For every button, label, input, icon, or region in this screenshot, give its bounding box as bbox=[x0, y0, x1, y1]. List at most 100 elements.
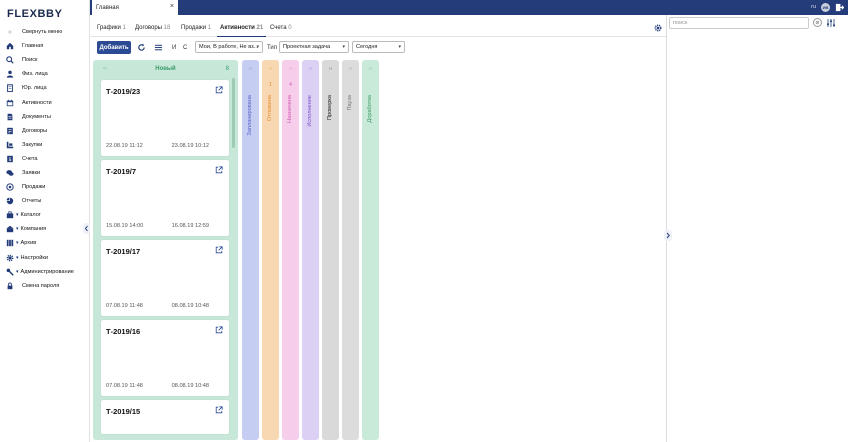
sidebar-item-persons[interactable]: Физ. лица bbox=[0, 67, 90, 81]
sliders-icon[interactable] bbox=[826, 18, 836, 28]
sidebar-item-change-password[interactable]: Смена пароля bbox=[0, 279, 90, 293]
external-link-icon[interactable] bbox=[215, 246, 223, 254]
activity-card[interactable]: Т-2019/15 bbox=[101, 400, 229, 434]
sidebar-item-label: Смена пароля bbox=[22, 282, 60, 289]
column-header: ‹‹ Новый 8 bbox=[93, 60, 238, 78]
card-number: Т-2019/7 bbox=[106, 167, 137, 176]
invoice-icon: $ bbox=[6, 155, 14, 163]
activity-card[interactable]: Т-2019/23 22.08.19 11:12 23.08.19 10:12 bbox=[101, 80, 229, 156]
kanban-column-postponed[interactable]: ›› 1 Отложена bbox=[262, 60, 279, 440]
status-filter-select[interactable]: Мои, В работе, Не вз... bbox=[195, 41, 263, 53]
add-button[interactable]: Добавить bbox=[97, 41, 131, 54]
type-select[interactable]: Проектная задача bbox=[279, 41, 349, 53]
sidebar-item-collapse[interactable]: « Свернуть меню bbox=[0, 25, 90, 39]
column-count: 1 bbox=[269, 82, 272, 88]
sidebar-item-requests[interactable]: Заявки bbox=[0, 166, 90, 180]
sidebar-item-label: Активности bbox=[22, 99, 52, 106]
kanban-column-rework[interactable]: ›› Доработка bbox=[362, 60, 379, 440]
sidebar-item-home[interactable]: Главная bbox=[0, 39, 90, 53]
svg-text:$: $ bbox=[8, 157, 11, 163]
tab-charts[interactable]: Графики 1 bbox=[97, 25, 126, 31]
sidebar-item-label: Администрирование bbox=[20, 268, 74, 275]
logo: FLEXBBY bbox=[7, 8, 63, 20]
external-link-icon[interactable] bbox=[215, 86, 223, 94]
date-select[interactable]: Сегодня bbox=[352, 41, 405, 53]
kanban-column-planned[interactable]: ›› Запланирована bbox=[242, 60, 259, 440]
expand-column-icon[interactable]: ›› bbox=[288, 66, 293, 72]
sidebar-item-companies[interactable]: Юр. лица bbox=[0, 81, 90, 95]
sidebar-item-search[interactable]: Поиск bbox=[0, 53, 90, 67]
clear-filter-icon[interactable]: ⊘ bbox=[813, 18, 822, 27]
sidebar-item-label: Отчеты bbox=[22, 198, 42, 205]
sidebar-item-company[interactable]: ▾ Компания bbox=[0, 222, 90, 236]
language-switch[interactable]: ru bbox=[811, 4, 816, 10]
tab-label: Договоры bbox=[135, 25, 162, 31]
pie-chart-icon bbox=[6, 197, 14, 205]
expand-column-icon[interactable]: ›› bbox=[268, 66, 273, 72]
filter-and-label[interactable]: И bbox=[172, 45, 177, 51]
expand-column-icon[interactable]: ›› bbox=[308, 66, 313, 72]
refresh-icon[interactable] bbox=[137, 43, 146, 52]
sidebar-item-label: Документы bbox=[22, 113, 51, 120]
tab-invoices[interactable]: Счета 0 bbox=[270, 25, 292, 31]
home-icon bbox=[6, 42, 14, 50]
tab-count: 1 bbox=[122, 25, 126, 31]
tab-activities[interactable]: Активности 21 bbox=[216, 25, 267, 37]
expand-column-icon[interactable]: ›› bbox=[248, 66, 253, 72]
expand-column-icon[interactable]: ›› bbox=[348, 66, 353, 72]
card-created-date: 07.08.19 11:48 bbox=[106, 303, 143, 309]
close-icon[interactable]: × bbox=[169, 3, 174, 10]
sidebar-item-label: Каталог bbox=[20, 212, 41, 219]
sidebar-item-activities[interactable]: Активности bbox=[0, 95, 90, 109]
sidebar-item-archive[interactable]: ▾ Архив bbox=[0, 236, 90, 250]
kanban-column-assigned[interactable]: ›› 4 Назначена bbox=[282, 60, 299, 440]
external-link-icon[interactable] bbox=[215, 406, 223, 414]
expand-column-icon[interactable]: ›› bbox=[368, 66, 373, 72]
column-title: Запланирована bbox=[247, 95, 253, 136]
card-due-date: 08.08.19 10:48 bbox=[171, 383, 209, 389]
sidebar-item-label: Поиск bbox=[22, 57, 38, 64]
kanban-board: ‹‹ Новый 8 Т-2019/23 22.08.19 11:12 23.0… bbox=[90, 60, 666, 442]
column-scrollbar[interactable] bbox=[232, 78, 235, 148]
toolbar: Добавить И С Мои, В работе, Не вз... Тип… bbox=[90, 41, 666, 55]
sidebar-item-reports[interactable]: Отчеты bbox=[0, 194, 90, 208]
sidebar-item-purchases[interactable]: Закупки bbox=[0, 138, 90, 152]
sidebar-item-catalog[interactable]: ▾ Каталог bbox=[0, 208, 90, 222]
tab-sales[interactable]: Продажи 1 bbox=[181, 25, 211, 31]
sidebar-item-label: Физ. лица bbox=[22, 71, 48, 78]
list-view-icon[interactable] bbox=[154, 43, 163, 52]
search-input[interactable] bbox=[669, 17, 809, 29]
logout-icon[interactable] bbox=[835, 3, 844, 12]
chevron-left-icon[interactable] bbox=[83, 223, 90, 234]
sidebar: FLEXBBY « Свернуть меню Главная Поиск Фи… bbox=[0, 0, 90, 442]
sidebar-item-contracts[interactable]: Договоры bbox=[0, 124, 90, 138]
sidebar-item-admin[interactable]: ▾ Администрирование bbox=[0, 265, 90, 279]
filter-c-label[interactable]: С bbox=[183, 45, 188, 51]
activity-card[interactable]: Т-2019/16 07.08.19 11:48 08.08.19 10:48 bbox=[101, 320, 229, 396]
activity-card[interactable]: Т-2019/7 15.08.19 14:00 16.08.19 12:59 bbox=[101, 160, 229, 236]
activity-card[interactable]: Т-2019/17 07.08.19 11:48 08.08.19 10:48 bbox=[101, 240, 229, 316]
sidebar-item-settings[interactable]: ▾ Настройки bbox=[0, 251, 90, 265]
sidebar-item-documents[interactable]: Документы bbox=[0, 110, 90, 124]
external-link-icon[interactable] bbox=[215, 166, 223, 174]
caret-down-icon: ▾ bbox=[16, 226, 19, 233]
tab-label: Активности bbox=[220, 25, 255, 31]
tab-main[interactable]: Главная × bbox=[92, 0, 178, 15]
avatar[interactable]: ИВ bbox=[821, 3, 830, 12]
collapse-column-icon[interactable]: ‹‹ bbox=[103, 66, 107, 72]
chevron-right-icon[interactable] bbox=[664, 230, 672, 241]
gear-icon[interactable] bbox=[654, 24, 662, 32]
sidebar-item-invoices[interactable]: $ Счета bbox=[0, 152, 90, 166]
caret-down-icon: ▾ bbox=[16, 240, 19, 247]
kanban-column-review[interactable]: ›› Проверка bbox=[322, 60, 339, 440]
expand-column-icon[interactable]: ›› bbox=[328, 66, 333, 72]
kanban-column-pause[interactable]: ›› Пауза bbox=[342, 60, 359, 440]
document-icon bbox=[6, 113, 14, 121]
top-bar: Главная × ru ИВ bbox=[90, 0, 848, 15]
external-link-icon[interactable] bbox=[215, 326, 223, 334]
tab-contracts[interactable]: Договоры 18 bbox=[135, 25, 170, 31]
sidebar-item-sales[interactable]: Продажи bbox=[0, 180, 90, 194]
kanban-column-execution[interactable]: ›› Исполнение bbox=[302, 60, 319, 440]
column-title: Проверка bbox=[327, 95, 333, 121]
card-number: Т-2019/15 bbox=[106, 407, 141, 416]
